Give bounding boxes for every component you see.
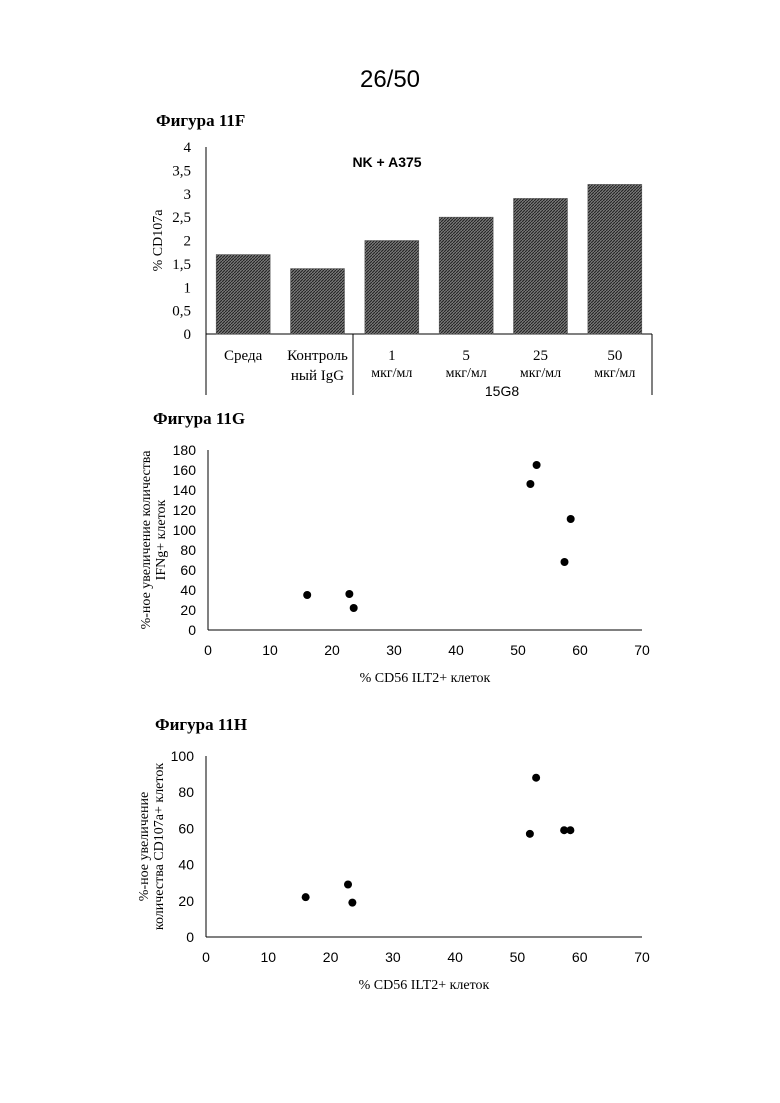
category-label: 5: [462, 348, 470, 364]
figure-11h-title: Фигура 11H: [155, 715, 247, 735]
y-tick-label: 60: [178, 820, 194, 836]
bar: [291, 269, 345, 334]
x-tick-label: 30: [385, 949, 401, 965]
x-axis-label: % CD56 ILT2+ клеток: [360, 671, 491, 686]
y-tick-label: 0: [188, 622, 196, 638]
y-tick-label: 40: [180, 582, 196, 598]
category-sublabel: мкг/мл: [446, 366, 487, 381]
y-tick-label: 2,5: [172, 210, 191, 226]
x-tick-label: 10: [262, 642, 278, 658]
scatter-chart-11g: 0 20 40 60 80 100 120 140 160 180 0 10 20 30 40 50 60 70%…: [0, 430, 780, 700]
y-tick-label: 180: [173, 442, 197, 458]
y-axis-label-line2: IFNg+ клеток: [154, 499, 169, 580]
y-tick-label: 120: [173, 502, 197, 518]
y-tick-label: 100: [173, 522, 197, 538]
data-point: [566, 826, 574, 834]
y-tick-label: 80: [178, 784, 194, 800]
x-tick-label: 0: [202, 949, 210, 965]
x-tick-label: 50: [510, 642, 526, 658]
y-tick-label: 20: [180, 602, 196, 618]
data-point: [526, 830, 534, 838]
data-point: [561, 558, 569, 566]
y-tick-label: 3: [184, 187, 192, 203]
group-label: 15G8: [485, 383, 519, 399]
data-point: [348, 899, 356, 907]
y-tick-label: 1: [184, 280, 192, 296]
patent-page: 26/50 Фигура 11F 0 0,5 1 1,5 2 2,5 3 3,5 4 % CD10…: [0, 0, 780, 1103]
bar-chart-11f: 0 0,5 1 1,5 2 2,5 3 3,5 4 % CD107a NK + A375 Среда К…: [0, 130, 780, 410]
y-tick-label: 1,5: [172, 257, 191, 273]
y-axis-label-line2: количества CD107a+ клеток: [152, 763, 167, 930]
x-tick-label: 30: [386, 642, 402, 658]
y-tick-label: 20: [178, 893, 194, 909]
data-point: [567, 515, 575, 523]
y-tick-label: 160: [173, 462, 197, 478]
y-axis-label: %-ное увеличение количества: [139, 450, 154, 630]
data-point: [302, 893, 310, 901]
category-sublabel: мкг/мл: [594, 366, 635, 381]
data-point: [532, 774, 540, 782]
x-tick-label: 40: [447, 949, 463, 965]
figure-11f-title: Фигура 11F: [156, 111, 245, 131]
y-tick-label: 2: [184, 234, 192, 250]
category-label: 1: [388, 348, 396, 364]
chart-annotation: NK + A375: [352, 154, 421, 170]
y-tick-label: 40: [178, 857, 194, 873]
y-tick-label: 60: [180, 562, 196, 578]
x-tick-label: 40: [448, 642, 464, 658]
data-point: [303, 591, 311, 599]
y-tick-label: 0,5: [172, 304, 191, 320]
x-tick-label: 70: [634, 949, 650, 965]
x-tick-label: 50: [510, 949, 526, 965]
x-axis-label: % CD56 ILT2+ клеток: [359, 978, 490, 993]
data-point: [526, 480, 534, 488]
bar: [514, 198, 568, 334]
x-tick-label: 10: [260, 949, 276, 965]
y-tick-label: 0: [184, 327, 192, 343]
category-sublabel: мкг/мл: [371, 366, 412, 381]
page-number: 26/50: [0, 66, 780, 94]
y-tick-label: 3,5: [172, 163, 191, 179]
y-tick-label: 100: [171, 748, 195, 764]
x-tick-label: 20: [324, 642, 340, 658]
data-point: [345, 590, 353, 598]
x-tick-label: 70: [634, 642, 650, 658]
bar: [439, 217, 493, 334]
x-tick-label: 60: [572, 949, 588, 965]
data-point: [344, 881, 352, 889]
y-tick-label: 4: [184, 140, 192, 156]
scatter-chart-11h: 0 20 40 60 80 100 0 10 20 30 40 50 60 70 % CD56 ILT2+ …: [0, 740, 780, 1000]
x-tick-label: 20: [323, 949, 339, 965]
category-label: 50: [607, 348, 622, 364]
bar: [216, 255, 270, 334]
figure-11g-title: Фигура 11G: [153, 409, 245, 429]
bar: [365, 241, 419, 335]
category-sublabel: ный IgG: [291, 368, 344, 384]
category-label: Среда: [224, 348, 263, 364]
category-label: Контроль: [287, 348, 348, 364]
y-tick-label: 0: [186, 929, 194, 945]
category-sublabel: мкг/мл: [520, 366, 561, 381]
y-tick-label: 80: [180, 542, 196, 558]
x-tick-label: 60: [572, 642, 588, 658]
category-label: 25: [533, 348, 548, 364]
y-axis-label: % CD107a: [151, 209, 166, 272]
bar: [588, 184, 642, 334]
y-tick-label: 140: [173, 482, 197, 498]
y-axis-label: %-ное увеличение: [137, 792, 152, 901]
data-point: [350, 604, 358, 612]
data-point: [533, 461, 541, 469]
x-tick-label: 0: [204, 642, 212, 658]
